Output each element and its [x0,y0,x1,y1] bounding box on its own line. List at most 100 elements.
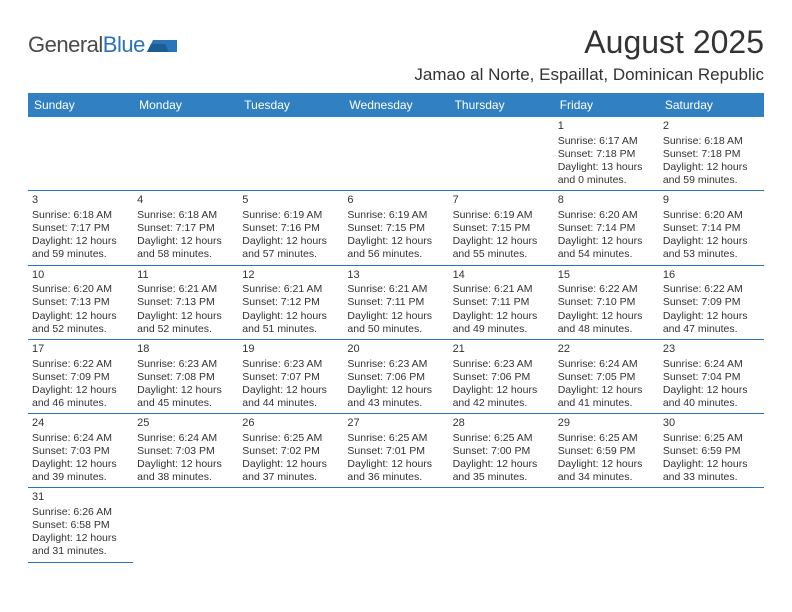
sunset-text: Sunset: 7:08 PM [137,371,234,384]
sunset-text: Sunset: 7:17 PM [137,222,234,235]
header: GeneralBlue August 2025 Jamao al Norte, … [28,24,764,85]
sunrise-text: Sunrise: 6:17 AM [558,135,655,148]
daylight-text: Daylight: 12 hours [558,235,655,248]
sunrise-text: Sunrise: 6:26 AM [32,506,129,519]
sunset-text: Sunset: 7:17 PM [32,222,129,235]
day-number: 12 [242,269,339,283]
sunrise-text: Sunrise: 6:22 AM [558,283,655,296]
sunrise-text: Sunrise: 6:20 AM [558,209,655,222]
sunset-text: Sunset: 7:04 PM [663,371,760,384]
calendar-cell: 8Sunrise: 6:20 AMSunset: 7:14 PMDaylight… [554,191,659,265]
location-text: Jamao al Norte, Espaillat, Dominican Rep… [414,65,764,85]
sunrise-text: Sunrise: 6:21 AM [137,283,234,296]
sunrise-text: Sunrise: 6:23 AM [453,358,550,371]
calendar-cell: 27Sunrise: 6:25 AMSunset: 7:01 PMDayligh… [343,414,448,488]
sunrise-text: Sunrise: 6:23 AM [137,358,234,371]
daylight-text-2: and 42 minutes. [453,397,550,410]
calendar-cell [659,488,764,562]
daylight-text: Daylight: 12 hours [32,310,129,323]
sunset-text: Sunset: 7:03 PM [32,445,129,458]
col-thursday: Thursday [449,93,554,117]
calendar-cell: 20Sunrise: 6:23 AMSunset: 7:06 PMDayligh… [343,339,448,413]
daylight-text: Daylight: 12 hours [137,235,234,248]
sunrise-text: Sunrise: 6:18 AM [137,209,234,222]
day-number: 24 [32,417,129,431]
sunset-text: Sunset: 7:14 PM [558,222,655,235]
daylight-text-2: and 53 minutes. [663,248,760,261]
sunrise-text: Sunrise: 6:25 AM [453,432,550,445]
sunset-text: Sunset: 7:02 PM [242,445,339,458]
sunset-text: Sunset: 7:05 PM [558,371,655,384]
sunrise-text: Sunrise: 6:21 AM [242,283,339,296]
day-number: 3 [32,194,129,208]
sunrise-text: Sunrise: 6:21 AM [453,283,550,296]
sunrise-text: Sunrise: 6:18 AM [32,209,129,222]
calendar-body: 1Sunrise: 6:17 AMSunset: 7:18 PMDaylight… [28,117,764,562]
calendar-cell: 19Sunrise: 6:23 AMSunset: 7:07 PMDayligh… [238,339,343,413]
daylight-text-2: and 40 minutes. [663,397,760,410]
sunset-text: Sunset: 7:10 PM [558,296,655,309]
daylight-text-2: and 48 minutes. [558,323,655,336]
calendar-row: 10Sunrise: 6:20 AMSunset: 7:13 PMDayligh… [28,265,764,339]
calendar-cell: 29Sunrise: 6:25 AMSunset: 6:59 PMDayligh… [554,414,659,488]
daylight-text-2: and 49 minutes. [453,323,550,336]
sunset-text: Sunset: 7:15 PM [453,222,550,235]
day-number: 23 [663,343,760,357]
sunset-text: Sunset: 7:11 PM [453,296,550,309]
day-number: 16 [663,269,760,283]
daylight-text: Daylight: 12 hours [558,384,655,397]
calendar-cell [133,488,238,562]
calendar-cell: 28Sunrise: 6:25 AMSunset: 7:00 PMDayligh… [449,414,554,488]
calendar-cell: 12Sunrise: 6:21 AMSunset: 7:12 PMDayligh… [238,265,343,339]
sunrise-text: Sunrise: 6:23 AM [242,358,339,371]
day-number: 4 [137,194,234,208]
calendar-cell: 22Sunrise: 6:24 AMSunset: 7:05 PMDayligh… [554,339,659,413]
sunrise-text: Sunrise: 6:19 AM [347,209,444,222]
sunset-text: Sunset: 7:00 PM [453,445,550,458]
daylight-text: Daylight: 12 hours [32,235,129,248]
sunset-text: Sunset: 7:09 PM [32,371,129,384]
daylight-text: Daylight: 12 hours [32,384,129,397]
day-number: 22 [558,343,655,357]
daylight-text-2: and 34 minutes. [558,471,655,484]
calendar-cell: 24Sunrise: 6:24 AMSunset: 7:03 PMDayligh… [28,414,133,488]
daylight-text-2: and 52 minutes. [32,323,129,336]
calendar-header-row: Sunday Monday Tuesday Wednesday Thursday… [28,93,764,117]
daylight-text-2: and 44 minutes. [242,397,339,410]
daylight-text: Daylight: 12 hours [347,235,444,248]
sunrise-text: Sunrise: 6:25 AM [347,432,444,445]
day-number: 18 [137,343,234,357]
day-number: 7 [453,194,550,208]
sunset-text: Sunset: 7:06 PM [347,371,444,384]
sunset-text: Sunset: 7:14 PM [663,222,760,235]
daylight-text: Daylight: 12 hours [137,384,234,397]
daylight-text: Daylight: 12 hours [453,384,550,397]
sunset-text: Sunset: 7:13 PM [32,296,129,309]
title-block: August 2025 Jamao al Norte, Espaillat, D… [414,24,764,85]
calendar-cell [449,117,554,191]
daylight-text: Daylight: 12 hours [242,310,339,323]
calendar-cell: 23Sunrise: 6:24 AMSunset: 7:04 PMDayligh… [659,339,764,413]
brand-logo: GeneralBlue [28,32,177,58]
sunset-text: Sunset: 6:58 PM [32,519,129,532]
sunset-text: Sunset: 7:16 PM [242,222,339,235]
day-number: 2 [663,120,760,134]
daylight-text: Daylight: 12 hours [663,161,760,174]
calendar-cell: 5Sunrise: 6:19 AMSunset: 7:16 PMDaylight… [238,191,343,265]
day-number: 10 [32,269,129,283]
sunrise-text: Sunrise: 6:21 AM [347,283,444,296]
sunrise-text: Sunrise: 6:20 AM [32,283,129,296]
brand-text: GeneralBlue [28,32,145,58]
daylight-text: Daylight: 12 hours [32,532,129,545]
calendar-cell: 15Sunrise: 6:22 AMSunset: 7:10 PMDayligh… [554,265,659,339]
daylight-text-2: and 45 minutes. [137,397,234,410]
sunset-text: Sunset: 7:09 PM [663,296,760,309]
day-number: 25 [137,417,234,431]
calendar-table: Sunday Monday Tuesday Wednesday Thursday… [28,93,764,563]
calendar-cell: 2Sunrise: 6:18 AMSunset: 7:18 PMDaylight… [659,117,764,191]
calendar-cell: 7Sunrise: 6:19 AMSunset: 7:15 PMDaylight… [449,191,554,265]
sunrise-text: Sunrise: 6:24 AM [663,358,760,371]
sunset-text: Sunset: 7:07 PM [242,371,339,384]
day-number: 5 [242,194,339,208]
daylight-text-2: and 54 minutes. [558,248,655,261]
